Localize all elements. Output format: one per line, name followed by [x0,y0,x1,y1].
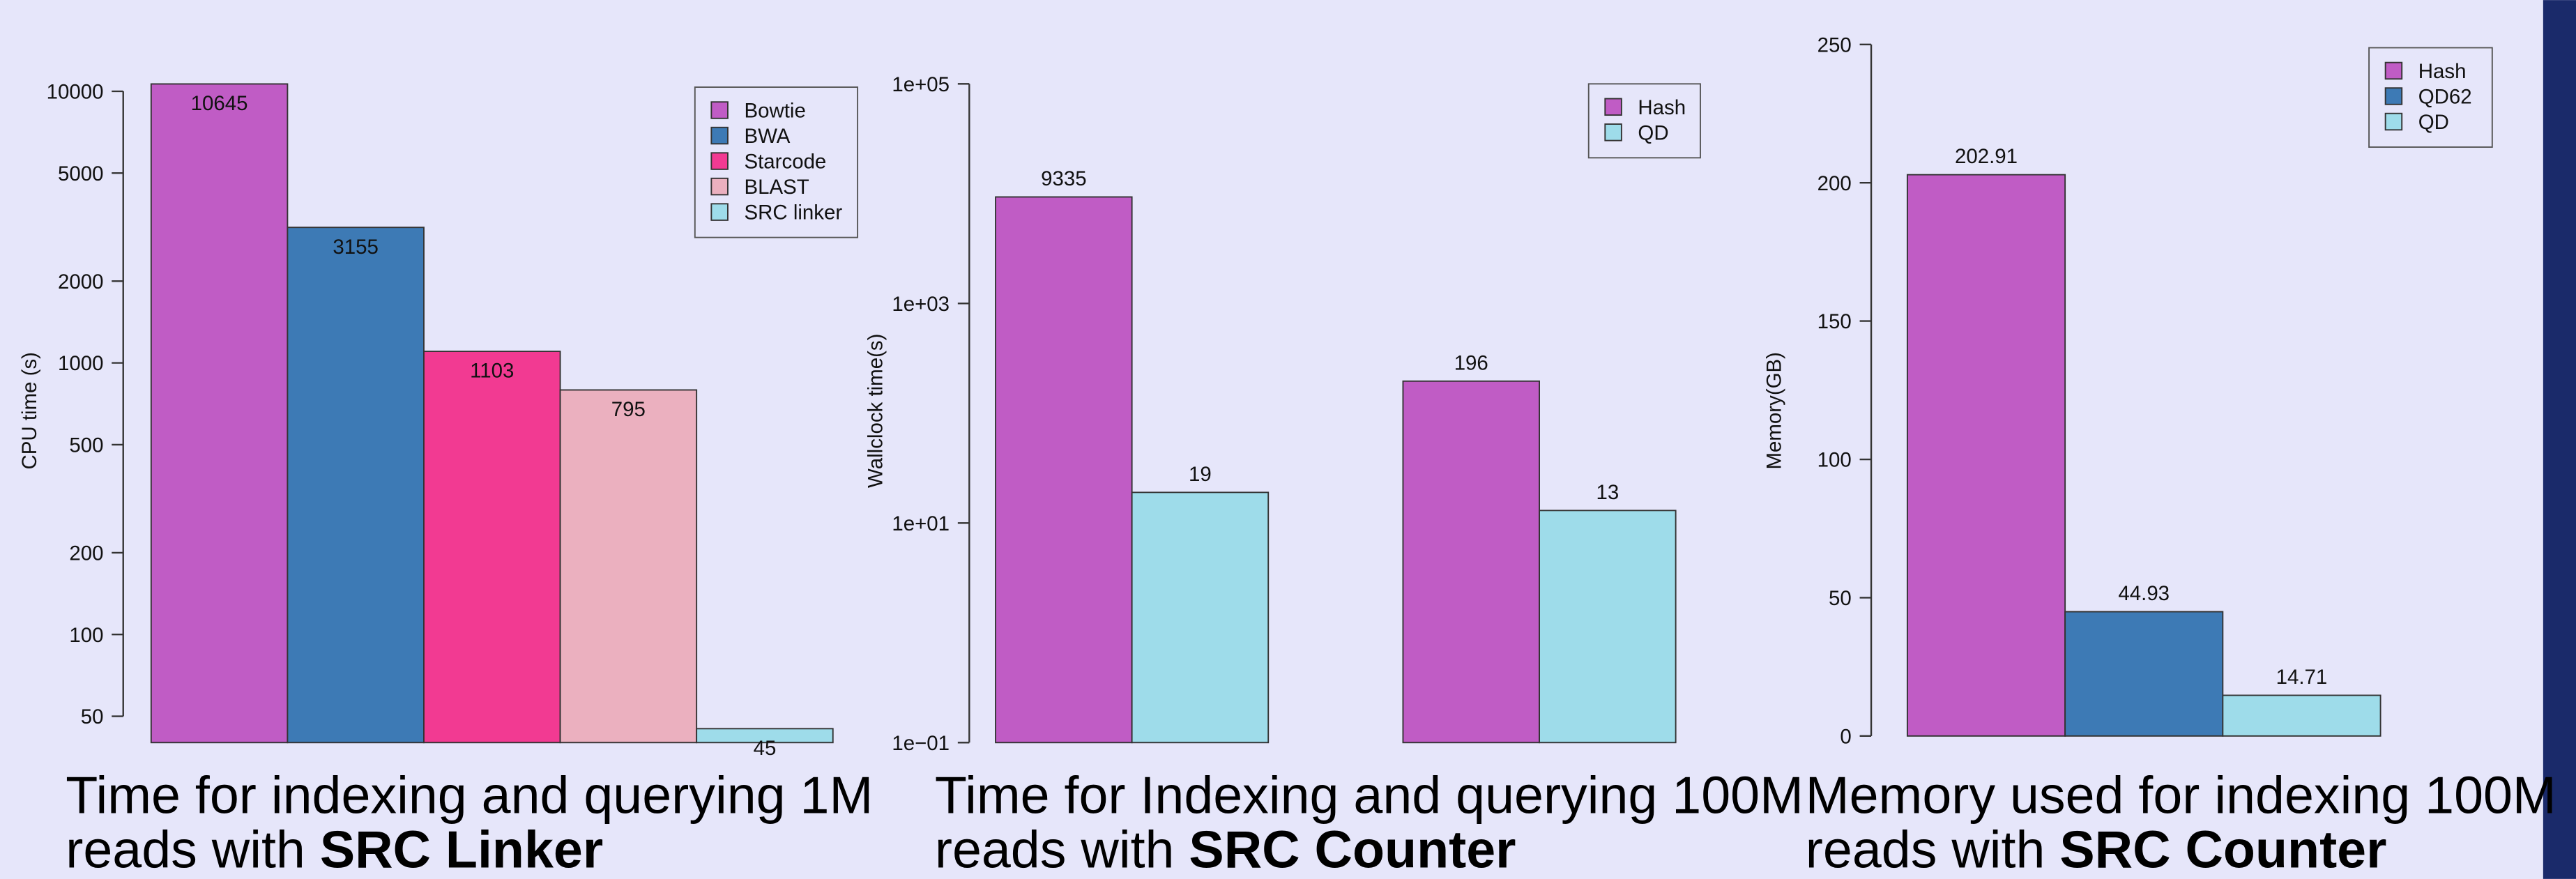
legend-swatch [2384,87,2403,105]
legend-label: BWA [744,125,790,148]
legend-box [694,86,859,238]
legend-swatch [710,177,729,196]
y-tick-label: 200 [1817,172,1852,195]
value-label: 196 [1454,351,1488,374]
y-tick-label: 50 [81,705,104,728]
y-tick-label: 200 [69,542,103,565]
y-axis-label: Memory(GB) [1762,352,1785,469]
value-label: 10645 [191,92,248,115]
caption-line: Time for indexing and querying 1M [66,766,873,825]
value-label: 795 [611,398,646,421]
caption-emphasis: SRC Counter [2059,820,2386,878]
legend-label: QD [1638,121,1668,144]
caption-emphasis: SRC Linker [320,820,603,878]
screen-edge [2543,0,2576,879]
y-axis-label: CPU time (s) [18,352,41,469]
bar [1131,491,1270,744]
legend-label: Bowtie [744,100,805,123]
y-axis-label: Wallclock time(s) [864,334,887,488]
legend-swatch [2384,112,2403,131]
legend-box [2368,47,2493,148]
bar [1402,380,1540,744]
caption-line: reads with SRC Counter [935,820,1516,878]
y-tick-label: 5000 [58,162,104,185]
legend-label: SRC linker [744,201,842,224]
y-tick-label: 1e+01 [892,512,950,535]
bar [995,196,1133,744]
value-label: 19 [1189,463,1212,486]
legend-swatch [710,126,729,145]
value-label: 45 [754,737,777,760]
legend-swatch [1604,98,1622,116]
caption-line: reads with SRC Linker [66,820,603,878]
bar [287,227,425,744]
legend-swatch [710,203,729,221]
bar [1539,510,1677,744]
y-tick-label: 150 [1817,310,1852,333]
y-tick-label: 10000 [47,81,104,104]
bar [423,351,561,744]
y-tick-label: 2000 [58,270,104,293]
value-label: 202.91 [1955,145,2018,168]
legend-label: BLAST [744,176,809,199]
y-tick-label: 100 [69,624,103,647]
bar [2222,694,2381,737]
value-label: 44.93 [2118,582,2170,605]
legend-label: Hash [1638,96,1686,119]
bar [559,389,698,744]
caption-text: reads with [1806,820,2060,878]
caption-emphasis: SRC Counter [1189,820,1516,878]
caption-text: reads with [66,820,320,878]
y-tick-label: 1000 [58,352,104,375]
bar [696,728,834,744]
value-label: 1103 [470,360,514,383]
y-tick-label: 250 [1817,33,1852,56]
caption-line: Memory used for indexing 100M [1806,766,2556,825]
caption-line: Time for Indexing and querying 100M [935,766,1804,825]
bar [1906,174,2066,737]
value-label: 3155 [333,236,379,259]
legend-label: QD62 [2418,86,2472,109]
y-tick-label: 500 [69,434,103,457]
bar [2064,611,2224,737]
caption-line: reads with SRC Counter [1806,820,2387,878]
y-tick-label: 1e−01 [892,732,950,755]
caption-text: reads with [935,820,1189,878]
y-tick-label: 1e+03 [892,293,950,316]
legend-swatch [1604,123,1622,142]
y-tick-label: 100 [1817,449,1852,472]
legend-label: Hash [2418,60,2467,83]
legend-label: Starcode [744,151,826,174]
y-tick-label: 50 [1829,587,1852,610]
legend-swatch [710,152,729,170]
value-label: 9335 [1041,167,1087,190]
legend-swatch [2384,61,2403,80]
value-label: 13 [1596,481,1619,504]
y-tick-label: 0 [1840,725,1851,748]
legend-label: QD [2418,111,2449,134]
bar [150,83,289,744]
legend-box [1587,83,1701,159]
value-label: 14.71 [2276,666,2328,689]
y-tick-label: 1e+05 [892,73,950,96]
legend-swatch [710,101,729,119]
